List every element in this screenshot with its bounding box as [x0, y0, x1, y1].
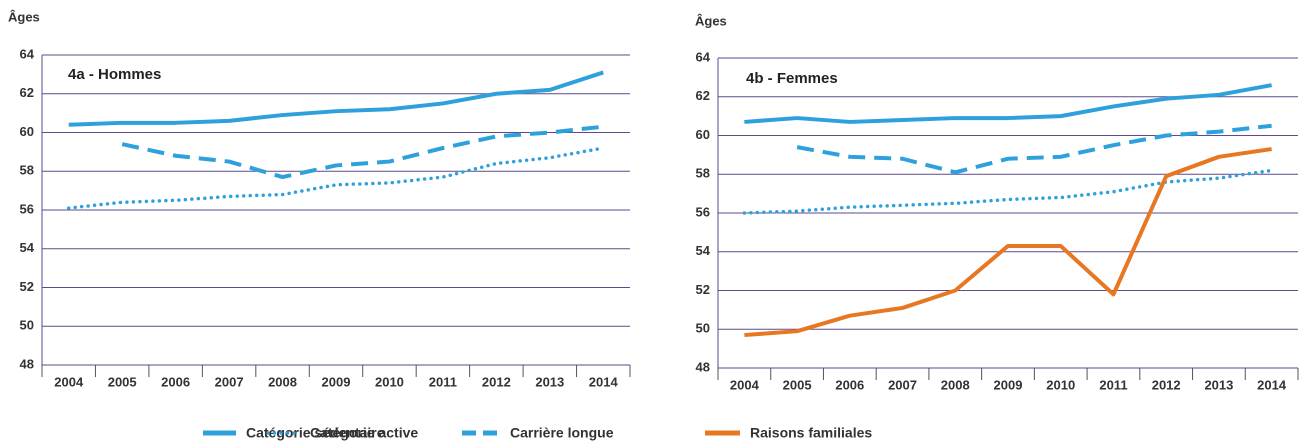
y-tick-label: 54	[20, 240, 35, 255]
x-tick-label: 2004	[730, 377, 760, 392]
y-tick-label: 52	[20, 279, 34, 294]
legend-label: Catégorie active	[310, 425, 418, 441]
x-tick-label: 2011	[429, 374, 457, 389]
x-tick-label: 2005	[108, 374, 137, 389]
x-tick-label: 2009	[994, 377, 1023, 392]
x-tick-label: 2011	[1099, 377, 1127, 392]
x-tick-label: 2006	[161, 374, 190, 389]
y-tick-label: 62	[696, 88, 710, 103]
y-axis-label: Âges	[695, 13, 727, 28]
x-tick-label: 2010	[375, 374, 404, 389]
series-line	[66, 146, 606, 210]
y-tick-label: 50	[20, 318, 34, 333]
y-tick-label: 58	[20, 163, 34, 178]
y-tick-label: 62	[20, 85, 34, 100]
y-tick-label: 60	[20, 124, 34, 139]
y-tick-label: 50	[696, 321, 710, 336]
y-tick-label: 48	[20, 356, 34, 371]
y-tick-label: 52	[696, 282, 710, 297]
legend-label: Raisons familiales	[750, 425, 872, 441]
legend-label: Catégorie sédentaire	[246, 425, 385, 441]
series-line	[742, 168, 1274, 215]
x-tick-label: 2008	[268, 374, 297, 389]
y-tick-label: 54	[696, 243, 711, 258]
series-line	[121, 124, 604, 180]
x-tick-label: 2006	[835, 377, 864, 392]
chart-title: 4a - Hommes	[68, 66, 161, 83]
x-tick-label: 2008	[941, 377, 970, 392]
y-tick-label: 56	[696, 204, 710, 219]
x-tick-label: 2005	[783, 377, 812, 392]
x-tick-label: 2007	[215, 374, 244, 389]
series-line	[744, 147, 1272, 338]
x-tick-label: 2014	[1257, 377, 1287, 392]
x-tick-label: 2010	[1046, 377, 1075, 392]
y-tick-label: 64	[696, 49, 711, 64]
y-tick-label: 56	[20, 201, 34, 216]
x-tick-label: 2004	[54, 374, 84, 389]
x-tick-label: 2007	[888, 377, 917, 392]
y-axis-label: Âges	[8, 9, 40, 24]
x-tick-label: 2012	[1152, 377, 1181, 392]
series-line	[744, 83, 1273, 124]
x-tick-label: 2013	[535, 374, 564, 389]
x-tick-label: 2012	[482, 374, 511, 389]
series-line	[796, 123, 1272, 175]
y-tick-label: 48	[696, 359, 710, 374]
series-line	[68, 70, 604, 127]
x-tick-label: 2013	[1204, 377, 1233, 392]
x-tick-label: 2009	[322, 374, 351, 389]
y-tick-label: 58	[696, 166, 710, 181]
y-tick-label: 60	[696, 127, 710, 142]
legend-label: Carrière longue	[510, 425, 614, 441]
chart-title: 4b - Femmes	[746, 70, 838, 87]
x-tick-label: 2014	[589, 374, 619, 389]
y-tick-label: 64	[20, 46, 35, 61]
